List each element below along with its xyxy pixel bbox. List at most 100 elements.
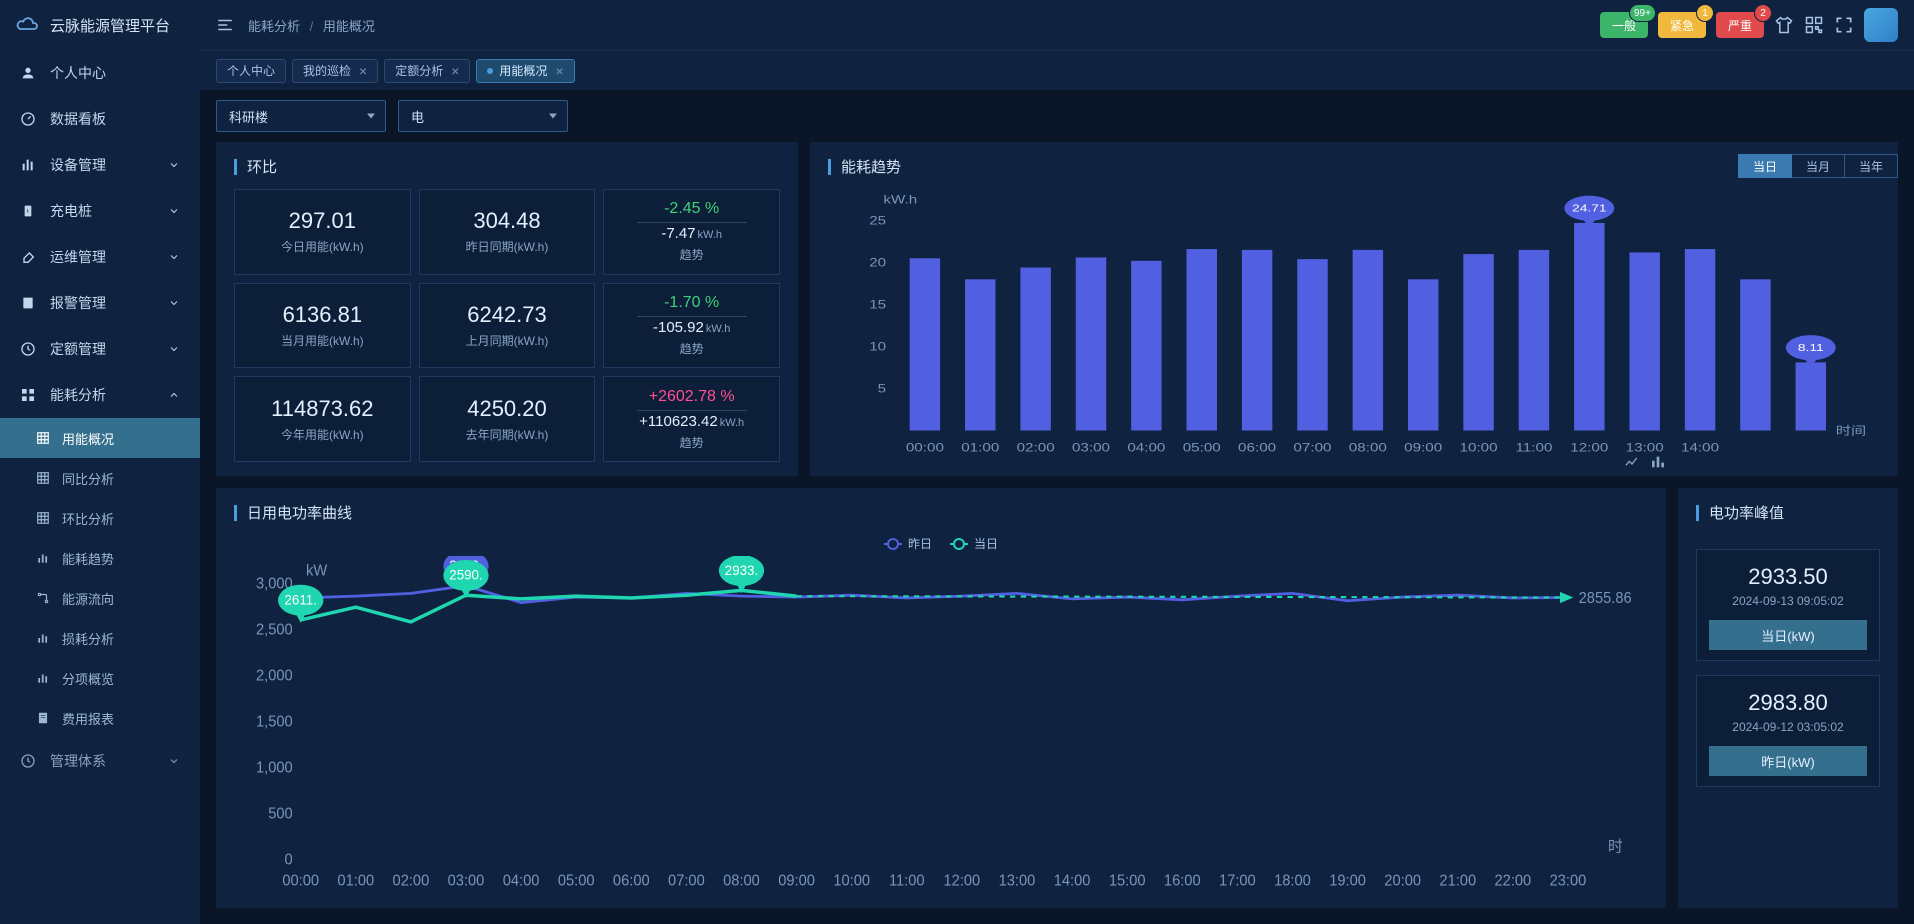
alert-badge: 2 (1754, 4, 1772, 22)
type-select[interactable]: 电 (398, 100, 568, 132)
nav-sub[interactable]: 能源流向 (0, 578, 200, 618)
nav-item-user[interactable]: 个人中心 (0, 50, 200, 96)
nav-item-device[interactable]: 设备管理 (0, 142, 200, 188)
svg-text:15: 15 (869, 298, 886, 311)
svg-text:2933.: 2933. (725, 563, 758, 578)
svg-text:00:00: 00:00 (282, 872, 319, 889)
legend: 昨日 当日 (234, 535, 1648, 552)
period-btn[interactable]: 当日 (1738, 154, 1792, 178)
app-title: 云脉能源管理平台 (50, 15, 170, 36)
period-toolbar: 当日当月当年 (1738, 154, 1898, 178)
alert-badge: 1 (1696, 4, 1714, 22)
report-icon (36, 711, 50, 725)
avatar[interactable] (1864, 8, 1898, 42)
svg-text:2590.: 2590. (449, 567, 482, 582)
svg-text:06:00: 06:00 (613, 872, 650, 889)
close-icon[interactable]: × (555, 63, 563, 79)
qr-icon[interactable] (1804, 15, 1824, 35)
svg-text:时间: 时间 (1836, 424, 1866, 437)
svg-text:5: 5 (878, 382, 886, 395)
close-icon[interactable]: × (359, 63, 367, 79)
svg-text:10:00: 10:00 (1460, 441, 1498, 454)
svg-text:时: 时 (1608, 838, 1623, 855)
bar-mode-icon[interactable] (1650, 454, 1666, 470)
alert-一般[interactable]: 一般 99+ (1600, 12, 1648, 38)
legend-item[interactable]: 当日 (950, 535, 998, 552)
tab[interactable]: 用能概况 × (476, 59, 574, 83)
nav-sub[interactable]: 同比分析 (0, 458, 200, 498)
grid-icon (36, 431, 50, 445)
svg-text:00:00: 00:00 (906, 441, 944, 454)
dashboard-icon (20, 111, 36, 127)
ratio-cell: 114873.62 今年用能(kW.h) (234, 376, 411, 462)
nav-item-energy[interactable]: 能耗分析 (0, 372, 200, 418)
bars-icon (36, 551, 50, 565)
svg-text:08:00: 08:00 (723, 872, 760, 889)
tabs-row: 个人中心 我的巡检 × 定额分析 × 用能概况 × (200, 50, 1914, 90)
svg-text:13:00: 13:00 (1626, 441, 1664, 454)
nav-item-ops[interactable]: 运维管理 (0, 234, 200, 280)
fullscreen-icon[interactable] (1834, 15, 1854, 35)
nav-sub[interactable]: 能耗趋势 (0, 538, 200, 578)
svg-text:15:00: 15:00 (1109, 872, 1146, 889)
svg-text:01:00: 01:00 (337, 872, 374, 889)
charge-icon (20, 203, 36, 219)
svg-text:23:00: 23:00 (1550, 872, 1587, 889)
nav-sub[interactable]: 分项概览 (0, 658, 200, 698)
line-mode-icon[interactable] (1624, 454, 1640, 470)
ratio-title: 环比 (234, 156, 780, 177)
sidebar: 云脉能源管理平台 个人中心 数据看板 设备管理 充电桩 运维管理 报警管理 定额… (0, 0, 200, 924)
period-btn[interactable]: 当年 (1845, 154, 1898, 178)
alert-badge: 99+ (1629, 4, 1656, 22)
breadcrumb: 能耗分析 / 用能概况 (248, 16, 375, 35)
svg-text:10:00: 10:00 (833, 872, 870, 889)
nav-sub[interactable]: 损耗分析 (0, 618, 200, 658)
legend-item[interactable]: 昨日 (884, 535, 932, 552)
svg-text:14:00: 14:00 (1681, 441, 1719, 454)
svg-text:20:00: 20:00 (1384, 872, 1421, 889)
shirt-icon[interactable] (1774, 15, 1794, 35)
logo[interactable]: 云脉能源管理平台 (0, 0, 200, 50)
cloud-icon (16, 13, 40, 37)
trend-panel: 能耗趋势 当日当月当年 kW.h51015202524.718.1100:000… (810, 142, 1898, 476)
nav-sub[interactable]: 环比分析 (0, 498, 200, 538)
tab[interactable]: 个人中心 (216, 59, 286, 83)
svg-text:13:00: 13:00 (999, 872, 1036, 889)
svg-text:12:00: 12:00 (944, 872, 981, 889)
nav-item-quota[interactable]: 定额管理 (0, 326, 200, 372)
peak-card: 2983.80 2024-09-12 03:05:02 昨日(kW) (1696, 675, 1880, 787)
peak-label: 当日(kW) (1709, 620, 1867, 650)
tab[interactable]: 我的巡检 × (292, 59, 378, 83)
breadcrumb-a[interactable]: 能耗分析 (248, 19, 300, 34)
svg-text:06:00: 06:00 (1238, 441, 1276, 454)
nav-item-truncated[interactable]: 管理体系 (0, 738, 200, 784)
active-dot-icon (487, 68, 493, 74)
menu-toggle-icon[interactable] (216, 16, 234, 34)
svg-text:16:00: 16:00 (1164, 872, 1201, 889)
svg-text:09:00: 09:00 (1404, 441, 1442, 454)
alert-严重[interactable]: 严重 2 (1716, 12, 1764, 38)
nav-item-charge[interactable]: 充电桩 (0, 188, 200, 234)
nav-sub[interactable]: 用能概况 (0, 418, 200, 458)
nav-item-dashboard[interactable]: 数据看板 (0, 96, 200, 142)
svg-text:kW: kW (306, 562, 328, 579)
close-icon[interactable]: × (451, 63, 459, 79)
svg-text:8.11: 8.11 (1798, 341, 1824, 353)
ratio-cell: 304.48 昨日同期(kW.h) (419, 189, 596, 275)
user-icon (20, 65, 36, 81)
breadcrumb-b: 用能概况 (323, 19, 375, 34)
grid-icon (36, 511, 50, 525)
peak-label: 昨日(kW) (1709, 746, 1867, 776)
svg-text:0: 0 (285, 851, 293, 868)
building-select[interactable]: 科研楼 (216, 100, 386, 132)
tab[interactable]: 定额分析 × (384, 59, 470, 83)
period-btn[interactable]: 当月 (1792, 154, 1845, 178)
nav-sub[interactable]: 费用报表 (0, 698, 200, 738)
alert-紧急[interactable]: 紧急 1 (1658, 12, 1706, 38)
nav-item-alarm[interactable]: 报警管理 (0, 280, 200, 326)
ratio-cell: 6242.73 上月同期(kW.h) (419, 283, 596, 369)
ratio-cell: 297.01 今日用能(kW.h) (234, 189, 411, 275)
svg-text:kW.h: kW.h (883, 193, 917, 206)
svg-text:2855.86: 2855.86 (1579, 590, 1632, 607)
svg-text:14:00: 14:00 (1054, 872, 1091, 889)
